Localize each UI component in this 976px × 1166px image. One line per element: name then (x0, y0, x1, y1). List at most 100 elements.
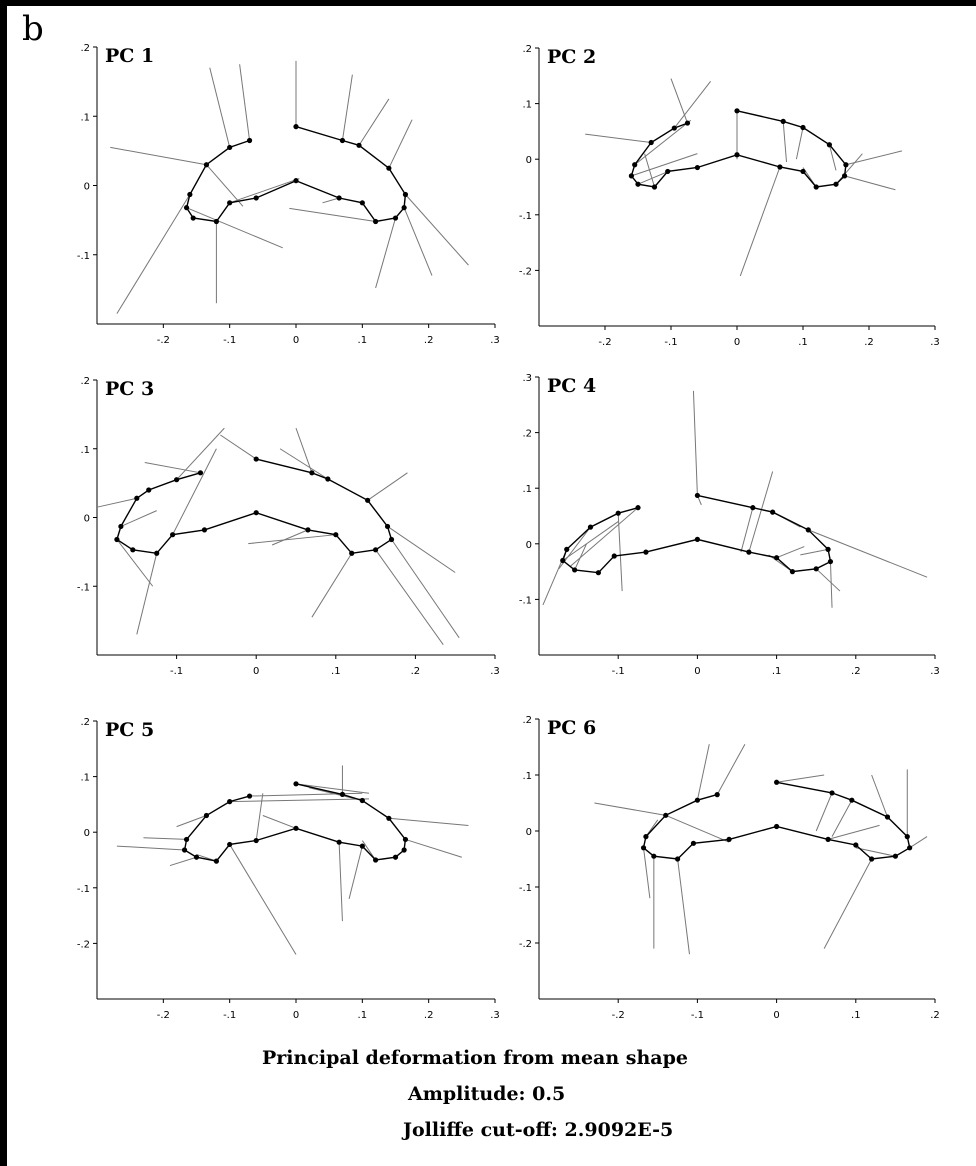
y-tick-label: 0 (526, 540, 532, 551)
x-tick-label: .1 (851, 1010, 861, 1021)
landmark-point (359, 843, 365, 849)
deformation-vector (388, 817, 469, 827)
deformation-vector (562, 521, 619, 561)
x-tick-label: 0 (734, 337, 740, 348)
landmark-point (402, 191, 409, 198)
landmark-point (714, 792, 720, 798)
landmark-point (843, 162, 849, 168)
landmark-point (774, 823, 780, 830)
y-tick-label: 0 (84, 182, 90, 193)
x-tick-label: -.2 (157, 1010, 170, 1021)
landmark-point (359, 200, 365, 206)
deformation-vector (405, 194, 469, 266)
landmark-point (671, 125, 677, 131)
landmark-point (774, 555, 780, 561)
landmark-point (694, 536, 701, 542)
deformation-vector (585, 133, 652, 144)
landmark-point (675, 856, 681, 862)
deformation-vector (279, 448, 329, 480)
deformation-vector (209, 67, 231, 148)
landmark-point (800, 124, 806, 131)
deformation-vector (631, 153, 698, 177)
landmark-point (628, 173, 635, 179)
panel-title: PC 6 (547, 717, 596, 739)
deformation-vector (815, 792, 833, 832)
landmark-point (201, 527, 208, 533)
deformation-vector (229, 798, 369, 803)
landmark-point (694, 797, 701, 803)
x-tick-label: .3 (930, 337, 940, 348)
landmark-point (813, 184, 819, 190)
landmark-point (190, 215, 196, 221)
x-tick-label: 0 (253, 666, 259, 677)
deformation-vector (829, 561, 833, 608)
landmark-point (114, 536, 120, 543)
x-tick-label: .1 (798, 337, 808, 348)
deformation-vector (186, 207, 283, 249)
x-tick-label: -.1 (691, 1010, 704, 1021)
landmark-point (825, 836, 831, 843)
deformation-vector (871, 774, 888, 818)
landmark-point (694, 164, 701, 171)
landmark-point (648, 139, 654, 146)
deformation-vector (670, 78, 688, 124)
mean-shape-outline (561, 494, 832, 574)
deformation-vector (776, 546, 805, 559)
landmark-point (825, 546, 831, 552)
landmark-point (392, 215, 399, 221)
landmark-point (373, 857, 379, 863)
deformation-vector (909, 836, 928, 849)
landmark-point (253, 456, 259, 462)
landmark-point (386, 165, 392, 171)
landmark-point (643, 549, 649, 555)
pc-panel-2: -.2 -.1 0 .1 .2 .3 .2 .1 0 -.1 -.2 PC 2 (519, 44, 940, 348)
deformation-vector (341, 74, 353, 141)
landmark-point (690, 840, 697, 846)
panel-letter: b (22, 9, 44, 49)
landmark-point (356, 142, 362, 148)
y-tick-label: -.1 (519, 595, 532, 606)
mean-shape-outline (642, 781, 911, 860)
landmark-point (401, 205, 407, 211)
landmark-point (339, 791, 346, 797)
landmark-point (384, 523, 391, 530)
panel-title: PC 1 (105, 45, 154, 67)
x-tick-label: 0 (694, 666, 700, 677)
deformation-vector (169, 856, 197, 867)
landmark-point (813, 566, 819, 572)
caption-title: Principal deformation from mean shape (262, 1047, 688, 1069)
y-tick-label: .1 (522, 484, 532, 495)
deformation-vector (844, 175, 896, 191)
landmark-point (734, 108, 740, 114)
x-tick-label: -.1 (612, 666, 625, 677)
pc-panel-4: -.1 0 .1 .2 .3 .3 .2 .1 0 -.1 PC 4 (519, 373, 940, 677)
landmark-point (146, 487, 152, 493)
y-tick-label: -.2 (519, 266, 532, 277)
landmark-point (373, 547, 379, 553)
deformation-vector (375, 549, 444, 645)
deformation-vector (271, 529, 309, 546)
deformation-vector (295, 783, 370, 794)
deformation-vector (116, 845, 185, 851)
deformation-vector (594, 802, 666, 816)
x-tick-label: -.2 (598, 337, 611, 348)
landmark-point (118, 523, 124, 530)
landmark-point (587, 524, 594, 530)
landmark-point (789, 569, 796, 575)
y-tick-label: 0 (526, 827, 532, 838)
landmark-point (392, 854, 399, 860)
landmark-point (734, 152, 740, 158)
y-tick-label: 0 (526, 155, 532, 166)
x-tick-label: 0 (773, 1010, 779, 1021)
y-tick-label: -.1 (77, 582, 90, 593)
deformation-vector (634, 119, 692, 166)
deformation-vector (855, 847, 896, 857)
landmark-point (800, 168, 806, 175)
landmark-point (635, 505, 641, 511)
landmark-point (643, 834, 649, 840)
deformation-vector (96, 497, 137, 508)
landmark-point (401, 847, 407, 853)
x-tick-label: -.1 (223, 335, 236, 346)
landmark-point (640, 845, 647, 851)
landmark-point (849, 797, 855, 803)
